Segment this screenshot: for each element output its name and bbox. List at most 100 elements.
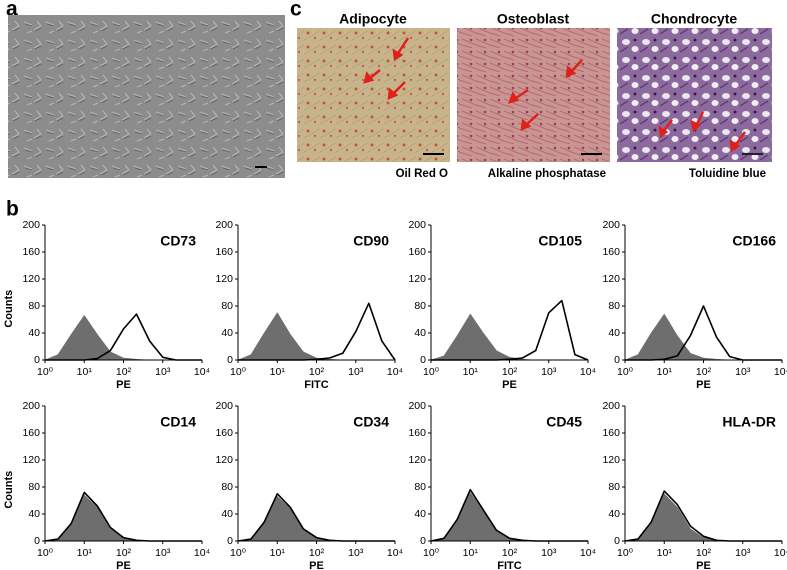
histogram-area xyxy=(624,493,783,542)
x-tick-label: 10³ xyxy=(735,366,751,378)
y-tick-label: 200 xyxy=(215,219,233,231)
y-tick-label: 120 xyxy=(215,454,233,466)
histogram-area xyxy=(237,496,396,542)
x-tick-label: 10⁴ xyxy=(194,366,210,378)
x-tick-label: 10² xyxy=(502,547,518,559)
chart-title: CD166 xyxy=(732,233,776,249)
chart-title: CD34 xyxy=(353,414,389,430)
x-tick-label: 10³ xyxy=(735,547,751,559)
histogram-area xyxy=(624,313,783,361)
x-tick-label: 10⁰ xyxy=(423,547,440,559)
osteoblast-micrograph xyxy=(457,28,610,162)
x-tick-label: 10² xyxy=(116,366,132,378)
y-tick-label: 160 xyxy=(602,246,620,258)
chart-title: CD73 xyxy=(160,233,196,249)
y-tick-label: 80 xyxy=(414,481,426,493)
chondrocyte-micrograph xyxy=(617,28,772,162)
y-tick-label: 80 xyxy=(221,481,233,493)
y-tick-label: 120 xyxy=(602,454,620,466)
x-tick-label: 10¹ xyxy=(77,366,93,378)
x-axis-label: PE xyxy=(309,560,324,570)
histogram-area xyxy=(237,312,396,361)
adipocyte-micrograph xyxy=(297,28,450,162)
histogram-area xyxy=(44,315,203,361)
chart-title: CD45 xyxy=(546,414,582,430)
y-tick-label: 40 xyxy=(608,508,620,520)
chart-title: HLA-DR xyxy=(722,414,776,430)
x-tick-label: 10⁴ xyxy=(387,366,403,378)
x-axis-label: PE xyxy=(696,379,711,391)
y-tick-label: 0 xyxy=(614,535,620,547)
x-tick-label: 10¹ xyxy=(463,547,479,559)
y-tick-label: 120 xyxy=(22,454,40,466)
y-tick-label: 200 xyxy=(602,219,620,231)
chart-title: CD105 xyxy=(538,233,582,249)
x-tick-label: 10⁴ xyxy=(387,547,403,559)
x-tick-label: 10⁰ xyxy=(37,547,54,559)
y-tick-label: 40 xyxy=(414,327,426,339)
stain-caption: Oil Red O xyxy=(396,168,448,180)
stain-caption: Alkaline phosphatase xyxy=(488,168,606,180)
x-axis-label: PE xyxy=(696,560,711,570)
x-tick-label: 10¹ xyxy=(270,547,286,559)
y-axis-label: Counts xyxy=(3,471,15,509)
histogram-area xyxy=(430,492,589,542)
y-tick-label: 120 xyxy=(22,273,40,285)
y-tick-label: 120 xyxy=(602,273,620,285)
micrograph-title: Adipocyte xyxy=(339,11,407,27)
y-tick-label: 40 xyxy=(221,508,233,520)
stain-caption: Toluidine blue xyxy=(689,168,766,180)
x-tick-label: 10³ xyxy=(155,366,171,378)
y-tick-label: 160 xyxy=(215,427,233,439)
panel-label: b xyxy=(6,198,19,221)
y-tick-label: 80 xyxy=(608,481,620,493)
x-tick-label: 10⁰ xyxy=(617,366,634,378)
chart-title: CD14 xyxy=(160,414,196,430)
y-tick-label: 80 xyxy=(414,300,426,312)
msc-micrograph xyxy=(8,15,285,178)
y-tick-label: 160 xyxy=(22,246,40,258)
y-tick-label: 0 xyxy=(614,354,620,366)
x-tick-label: 10² xyxy=(502,366,518,378)
y-tick-label: 0 xyxy=(227,354,233,366)
x-tick-label: 10¹ xyxy=(77,547,93,559)
y-tick-label: 40 xyxy=(414,508,426,520)
micrograph-title: Chondrocyte xyxy=(651,11,738,27)
y-tick-label: 0 xyxy=(420,535,426,547)
y-tick-label: 200 xyxy=(408,219,426,231)
y-tick-label: 160 xyxy=(602,427,620,439)
y-tick-label: 80 xyxy=(608,300,620,312)
x-tick-label: 10³ xyxy=(348,547,364,559)
x-tick-label: 10⁰ xyxy=(37,366,54,378)
y-tick-label: 40 xyxy=(608,327,620,339)
x-axis-label: FITC xyxy=(304,379,328,391)
x-tick-label: 10¹ xyxy=(657,547,673,559)
x-tick-label: 10² xyxy=(309,547,325,559)
y-tick-label: 80 xyxy=(28,481,40,493)
x-tick-label: 10⁴ xyxy=(774,366,787,378)
x-tick-label: 10³ xyxy=(541,366,557,378)
x-tick-label: 10¹ xyxy=(270,366,286,378)
y-tick-label: 40 xyxy=(221,327,233,339)
y-tick-label: 160 xyxy=(22,427,40,439)
x-axis-label: FITC xyxy=(497,560,521,570)
x-tick-label: 10³ xyxy=(541,547,557,559)
x-tick-label: 10² xyxy=(309,366,325,378)
y-tick-label: 200 xyxy=(22,400,40,412)
y-tick-label: 80 xyxy=(221,300,233,312)
y-tick-label: 0 xyxy=(34,354,40,366)
y-tick-label: 40 xyxy=(28,327,40,339)
y-tick-label: 0 xyxy=(34,535,40,547)
x-tick-label: 10² xyxy=(696,547,712,559)
x-tick-label: 10¹ xyxy=(657,366,673,378)
x-tick-label: 10¹ xyxy=(463,366,479,378)
y-tick-label: 0 xyxy=(227,535,233,547)
y-tick-label: 200 xyxy=(602,400,620,412)
x-tick-label: 10² xyxy=(116,547,132,559)
panel-label: c xyxy=(290,0,302,21)
x-axis-label: PE xyxy=(116,379,131,391)
y-tick-label: 160 xyxy=(408,246,426,258)
y-tick-label: 120 xyxy=(408,454,426,466)
chart-title: CD90 xyxy=(353,233,389,249)
